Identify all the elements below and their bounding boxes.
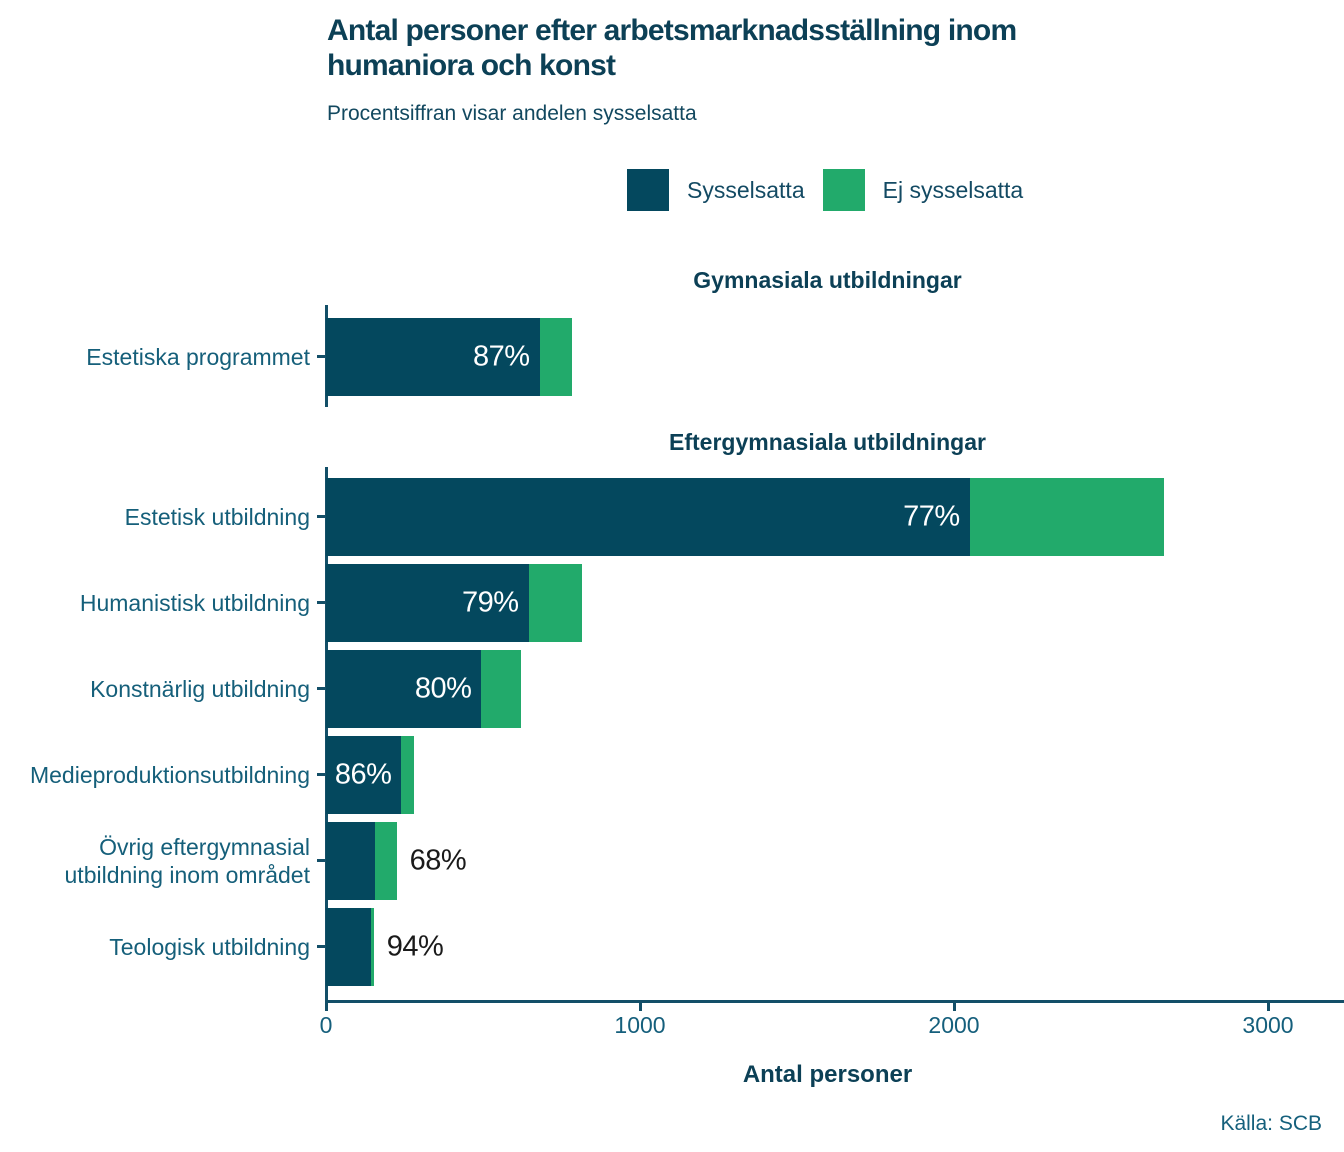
legend-swatch-sysselsatta xyxy=(627,169,669,211)
x-axis-tick-label: 2000 xyxy=(928,1012,980,1038)
y-axis-line-eftergymnasiala xyxy=(325,467,328,1003)
x-axis-tick-label: 1000 xyxy=(614,1012,666,1038)
percent-label: 80% xyxy=(414,672,472,705)
employed-segment xyxy=(326,478,970,556)
x-axis-tick xyxy=(1267,1003,1270,1011)
x-axis-tick xyxy=(325,1003,328,1011)
source-note: Källa: SCB xyxy=(1220,1112,1322,1135)
legend-swatch-ej-sysselsatta xyxy=(822,169,865,211)
not-employed-segment xyxy=(401,736,414,814)
bar-row: Teologisk utbildning 94% xyxy=(0,908,1344,986)
x-axis-tick-label: 0 xyxy=(319,1012,333,1038)
section-title-gymnasiala: Gymnasiala utbildningar xyxy=(693,267,962,293)
chart-title-line-1: Antal personer efter arbetsmarknadsställ… xyxy=(327,14,1017,47)
not-employed-segment xyxy=(370,908,374,986)
not-employed-segment xyxy=(539,318,573,396)
employed-segment xyxy=(326,650,482,728)
y-axis-tick xyxy=(317,945,326,948)
x-axis-tick-label: 3000 xyxy=(1242,1012,1294,1038)
x-axis-tick xyxy=(639,1003,642,1011)
chart-title-line-2: humaniora och konst xyxy=(327,49,616,82)
percent-label: 86% xyxy=(334,758,392,791)
bar-row: Medieproduktionsutbildning 86% xyxy=(0,736,1344,814)
legend-label: Ej sysselsatta xyxy=(882,176,1024,203)
employed-segment xyxy=(326,318,540,396)
x-axis-title: Antal personer xyxy=(742,1061,913,1088)
not-employed-segment xyxy=(969,478,1165,556)
percent-label: 77% xyxy=(903,500,960,533)
percent-label: 94% xyxy=(386,930,444,963)
bar-row: Övrig eftergymnasial utbildning inom områ… xyxy=(0,822,1344,900)
category-label: Medieproduktionsutbildning xyxy=(29,762,310,788)
category-label: Humanistisk utbildning xyxy=(79,590,310,616)
legend: Sysselsatta Ej sysselsatta xyxy=(627,169,1041,211)
y-axis-tick xyxy=(317,687,326,690)
bar-row: Estetisk utbildning 77% xyxy=(0,478,1344,556)
x-axis-line xyxy=(326,1000,1344,1003)
section-title-eftergymnasiala: Eftergymnasiala utbildningar xyxy=(669,429,986,455)
percent-label: 79% xyxy=(461,586,519,619)
not-employed-segment xyxy=(481,650,521,728)
y-axis-tick xyxy=(317,859,326,862)
employed-segment xyxy=(326,564,529,642)
percent-label: 68% xyxy=(409,844,467,877)
x-axis-tick xyxy=(953,1003,956,1011)
category-label: Övrig eftergymnasial utbildning inom områ… xyxy=(64,834,310,888)
employed-segment xyxy=(326,736,402,814)
category-label: Teologisk utbildning xyxy=(109,934,310,960)
chart-subtitle: Procentsiffran visar andelen sysselsatta xyxy=(327,102,697,125)
category-label: Estetiska programmet xyxy=(86,344,310,370)
legend-item-ej-sysselsatta: Ej sysselsatta xyxy=(822,169,1024,211)
not-employed-segment xyxy=(374,822,397,900)
employed-segment xyxy=(326,822,375,900)
percent-label: 87% xyxy=(472,340,530,373)
y-axis-tick xyxy=(317,773,326,776)
y-axis-tick xyxy=(317,355,326,358)
bar-row: Humanistisk utbildning 79% xyxy=(0,564,1344,642)
category-label: Estetisk utbildning xyxy=(124,504,310,530)
legend-item-sysselsatta: Sysselsatta xyxy=(627,169,805,211)
y-axis-tick xyxy=(317,515,326,518)
category-label: Konstnärlig utbildning xyxy=(90,676,310,702)
not-employed-segment xyxy=(528,564,582,642)
legend-label: Sysselsatta xyxy=(687,176,805,203)
bar-row: Estetiska programmet 87% xyxy=(0,318,1344,396)
y-axis-tick xyxy=(317,601,326,604)
chart-title: Antal personer efter arbetsmarknadsställ… xyxy=(327,13,1017,83)
employed-segment xyxy=(326,908,371,986)
bar-row: Konstnärlig utbildning 80% xyxy=(0,650,1344,728)
